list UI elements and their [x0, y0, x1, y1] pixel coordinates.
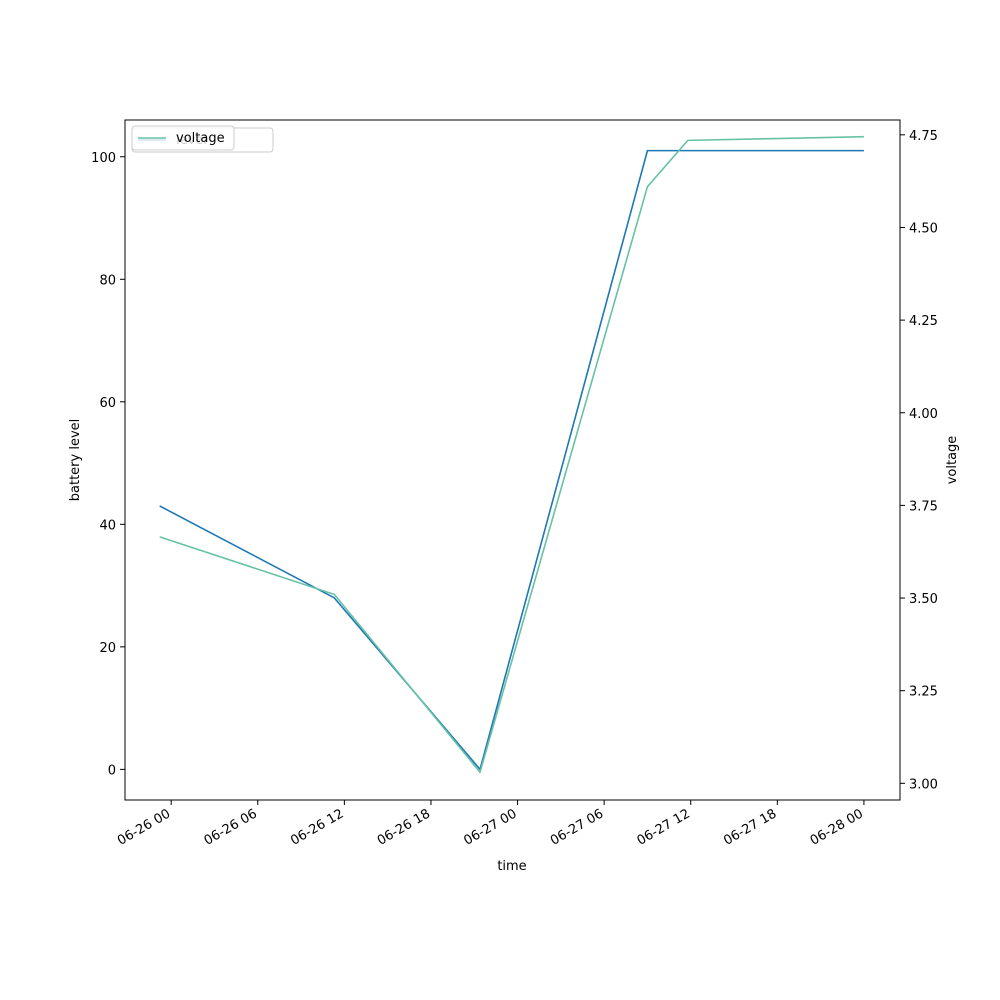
- plot-area: [159, 135, 864, 774]
- legend-voltage-label: voltage: [176, 131, 225, 146]
- y-right-tick-label: 3.25: [909, 685, 938, 700]
- y-axis-right: 3.00 3.25 3.50 3.75 4.00 4.25 4.50 4.75: [900, 129, 938, 792]
- y-right-tick-label: 4.00: [909, 407, 938, 422]
- y-right-tick-label: 3.00: [909, 777, 938, 792]
- legend-voltage-box: [131, 125, 235, 151]
- series-line-voltage: [159, 135, 864, 774]
- y-axis-right-label: voltage: [945, 436, 960, 485]
- y-right-tick-label: 4.25: [909, 314, 938, 329]
- y-right-tick-label: 3.50: [909, 592, 938, 607]
- y-left-tick-label: 40: [99, 518, 116, 533]
- y-left-tick-label: 60: [99, 396, 116, 411]
- plot-frame: [124, 119, 901, 801]
- x-axis-label: time: [497, 859, 526, 874]
- y-left-tick-label: 80: [99, 273, 116, 288]
- y-left-tick-label: 100: [91, 151, 116, 166]
- y-right-tick-label: 3.75: [909, 499, 938, 514]
- y-right-tick-label: 4.75: [909, 129, 938, 144]
- y-left-tick-label: 0: [108, 763, 116, 778]
- y-left-tick-label: 20: [99, 641, 116, 656]
- legend-voltage: voltage: [131, 125, 235, 151]
- y-axis-left-label: battery level: [68, 419, 83, 502]
- y-right-tick-label: 4.50: [909, 221, 938, 236]
- y-axis-left: 0 20 40 60 80 100: [91, 151, 125, 778]
